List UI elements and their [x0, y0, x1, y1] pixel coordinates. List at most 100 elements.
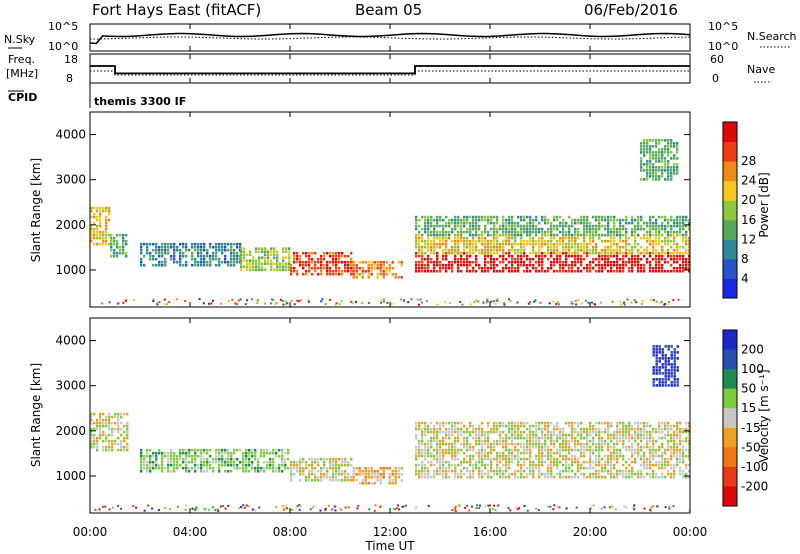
noise-left-label: N.Sky	[4, 33, 36, 46]
velocity-cell	[478, 433, 481, 437]
velocity-cell	[505, 439, 508, 443]
velocity-cell	[550, 436, 553, 440]
velocity-cell	[149, 463, 152, 467]
power-cell	[421, 251, 424, 255]
power-cell	[427, 218, 430, 222]
velocity-cell	[646, 433, 649, 437]
power-cell	[625, 221, 628, 225]
power-cell	[191, 257, 194, 261]
power-cell	[511, 257, 514, 261]
velocity-cell	[622, 457, 625, 461]
velocity-cell	[508, 424, 511, 428]
velocity-cell	[550, 439, 553, 443]
velocity-cell	[466, 460, 469, 464]
power-cell	[685, 233, 688, 237]
velocity-colorbar-swatch	[723, 388, 737, 409]
velocity-cell	[676, 448, 679, 452]
velocity-cell	[111, 439, 114, 443]
power-cell	[273, 247, 276, 250]
velocity-cell	[191, 466, 194, 470]
power-cell	[661, 139, 664, 142]
power-cell	[535, 266, 538, 270]
velocity-cell	[284, 460, 287, 464]
power-cell	[646, 160, 649, 163]
power-cell	[484, 269, 487, 273]
power-cell	[335, 272, 338, 276]
power-cell	[607, 233, 610, 237]
power-cell	[240, 253, 243, 256]
velocity-ground-cell	[283, 509, 286, 511]
power-cell	[182, 254, 185, 258]
power-cell	[239, 254, 242, 258]
velocity-cell	[382, 467, 385, 470]
power-cell	[451, 269, 454, 273]
velocity-cell	[200, 448, 203, 452]
velocity-cell	[394, 479, 397, 482]
velocity-cell	[484, 448, 487, 452]
power-cell	[658, 142, 661, 145]
velocity-cell	[484, 451, 487, 455]
power-cell	[667, 269, 670, 273]
velocity-colorbar-swatch	[723, 408, 737, 429]
power-cell	[185, 254, 188, 258]
velocity-cell	[634, 427, 637, 431]
velocity-cell	[631, 445, 634, 449]
power-cell	[391, 261, 394, 264]
velocity-cell	[224, 451, 227, 455]
velocity-cell	[538, 472, 541, 476]
velocity-cell	[218, 454, 221, 458]
power-cell	[649, 154, 652, 157]
velocity-cell	[96, 445, 99, 449]
velocity-cell	[601, 421, 604, 425]
velocity-cell	[622, 472, 625, 476]
velocity-cell	[628, 433, 631, 437]
velocity-cell	[376, 479, 379, 482]
velocity-cell	[568, 421, 571, 425]
power-cell	[436, 269, 439, 273]
power-cell	[664, 151, 667, 154]
velocity-cell	[478, 442, 481, 446]
power-cell	[158, 260, 161, 264]
velocity-cell	[493, 469, 496, 473]
power-cell	[679, 251, 682, 255]
velocity-cell	[245, 463, 248, 467]
velocity-cell	[676, 451, 679, 455]
power-cell	[347, 269, 350, 273]
velocity-cell	[571, 460, 574, 464]
power-cell	[682, 221, 685, 225]
velocity-cell	[529, 436, 532, 440]
power-cell	[589, 263, 592, 267]
power-cell	[640, 218, 643, 222]
velocity-cell	[326, 469, 329, 473]
velocity-cell	[517, 442, 520, 446]
power-cell	[400, 276, 403, 279]
velocity-cell	[511, 448, 514, 452]
power-ground-cell	[125, 299, 127, 302]
velocity-cell	[140, 469, 143, 473]
power-cell	[448, 233, 451, 237]
velocity-cell	[126, 445, 129, 449]
cpid-value: themis 3300 IF	[94, 95, 186, 108]
power-cell	[511, 263, 514, 267]
power-cell	[559, 230, 562, 234]
power-cell	[314, 269, 317, 273]
power-cell	[296, 257, 299, 261]
velocity-cell	[508, 454, 511, 458]
velocity-cell	[176, 454, 179, 458]
power-cell	[640, 163, 643, 166]
velocity-cell	[117, 418, 120, 422]
power-cell	[439, 260, 442, 264]
velocity-cell	[607, 433, 610, 437]
power-cell	[264, 262, 267, 265]
velocity-cell	[619, 472, 622, 476]
velocity-cell	[445, 448, 448, 452]
power-cell	[445, 266, 448, 270]
velocity-cell	[547, 466, 550, 470]
velocity-cell	[538, 445, 541, 449]
velocity-cell	[631, 442, 634, 446]
power-cell	[285, 262, 288, 265]
power-cell	[113, 254, 116, 258]
velocity-cell	[664, 475, 667, 479]
velocity-cell	[679, 433, 682, 437]
